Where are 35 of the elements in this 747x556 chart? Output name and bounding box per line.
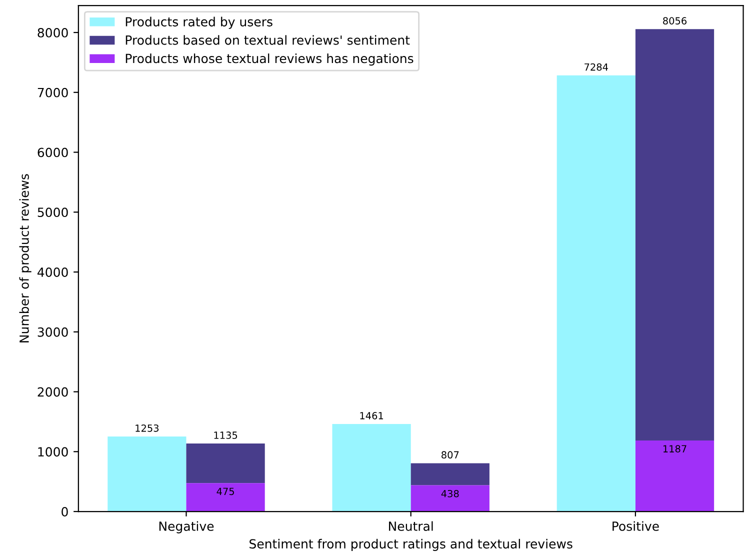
bar bbox=[186, 483, 265, 512]
y-axis-title: Number of product reviews bbox=[19, 174, 32, 342]
legend-label: Products based on textual reviews' sentiment bbox=[126, 35, 410, 45]
bar bbox=[108, 436, 186, 512]
data-label: 438 bbox=[441, 490, 459, 498]
x-axis-title: Sentiment from product ratings and textual reviews bbox=[250, 538, 572, 551]
y-tick-label: 1000 bbox=[38, 447, 68, 457]
data-label: 807 bbox=[442, 451, 459, 459]
x-tick-label: Neutral bbox=[389, 521, 433, 531]
bar bbox=[410, 463, 490, 486]
data-label: 1187 bbox=[663, 445, 686, 452]
x-tick-label: Positive bbox=[612, 521, 659, 531]
bar bbox=[635, 29, 714, 440]
bar bbox=[410, 485, 490, 512]
bar bbox=[635, 440, 714, 512]
data-label: 475 bbox=[216, 488, 234, 496]
data-label: 1253 bbox=[136, 424, 159, 432]
y-tick-label: 5000 bbox=[38, 208, 68, 218]
y-tick-label: 2000 bbox=[38, 387, 68, 397]
data-label: 7284 bbox=[584, 63, 608, 71]
legend-label: Products rated by users bbox=[126, 16, 272, 29]
bar bbox=[556, 75, 636, 512]
y-tick-label: 7000 bbox=[38, 88, 68, 98]
y-tick-label: 6000 bbox=[38, 148, 68, 158]
legend-label: Products whose textual reviews has negations bbox=[126, 54, 414, 66]
data-label: 1135 bbox=[214, 432, 238, 439]
x-tick-label: Negative bbox=[159, 521, 214, 534]
bar bbox=[186, 444, 265, 484]
data-label: 8056 bbox=[663, 17, 687, 24]
y-tick-label: 8000 bbox=[38, 28, 68, 38]
data-label: 1461 bbox=[360, 412, 384, 420]
y-tick-label: 4000 bbox=[38, 267, 68, 277]
y-tick-label: 0 bbox=[62, 506, 68, 516]
y-tick-label: 3000 bbox=[38, 327, 68, 337]
bar bbox=[332, 424, 411, 512]
